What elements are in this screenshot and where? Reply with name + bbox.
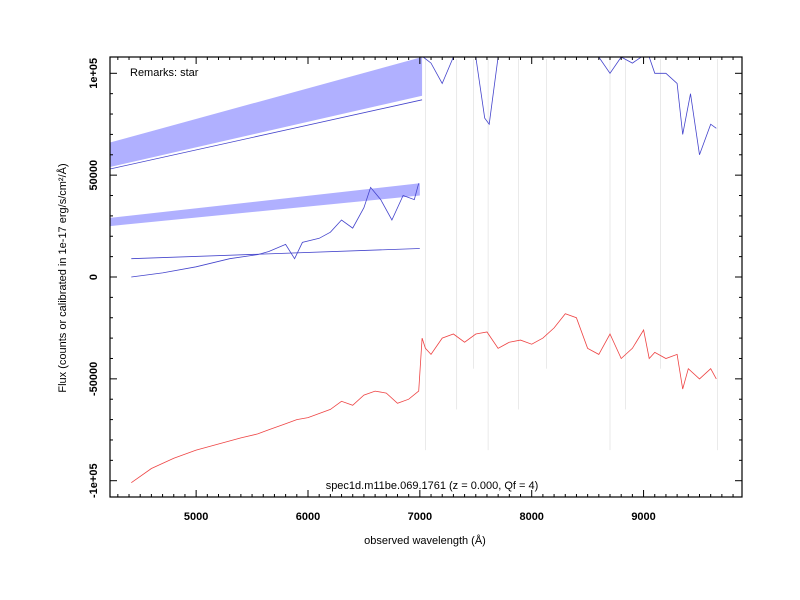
- x-tick-label: 7000: [408, 511, 432, 523]
- series-line-4: [422, 57, 717, 155]
- plot-area: [110, 57, 718, 484]
- x-tick-label: 6000: [296, 511, 320, 523]
- remarks-annotation: Remarks: star: [130, 67, 199, 79]
- uncertainty-band-2: [110, 183, 420, 227]
- x-tick-labels: 5000 6000 7000 8000 9000: [184, 511, 656, 523]
- series-line-2: [131, 248, 420, 260]
- series-line-1: [131, 183, 420, 278]
- x-tick-label: 9000: [631, 511, 655, 523]
- series-line-3: [110, 99, 423, 170]
- x-tick-label: 8000: [519, 511, 543, 523]
- x-tick-label: 5000: [184, 511, 208, 523]
- y-tick-label: 0: [88, 274, 100, 280]
- y-axis-label: Flux (counts or calibrated in 1e-17 erg/…: [56, 163, 69, 392]
- y-tick-label: -1e+05: [88, 463, 100, 498]
- uncertainty-band-1: [110, 57, 423, 167]
- x-axis-label: observed wavelength (Å): [364, 534, 486, 547]
- object-annotation: spec1d.m11be.069.1761 (z = 0.000, Qf = 4…: [326, 480, 539, 492]
- series-line-5: [131, 313, 717, 484]
- y-tick-label: -50000: [88, 362, 100, 396]
- y-tick-labels: -1e+05 -50000 0 50000 1e+05: [88, 58, 100, 498]
- axis-ticks: [110, 57, 742, 497]
- y-tick-label: 1e+05: [88, 58, 100, 89]
- y-tick-label: 50000: [88, 160, 100, 191]
